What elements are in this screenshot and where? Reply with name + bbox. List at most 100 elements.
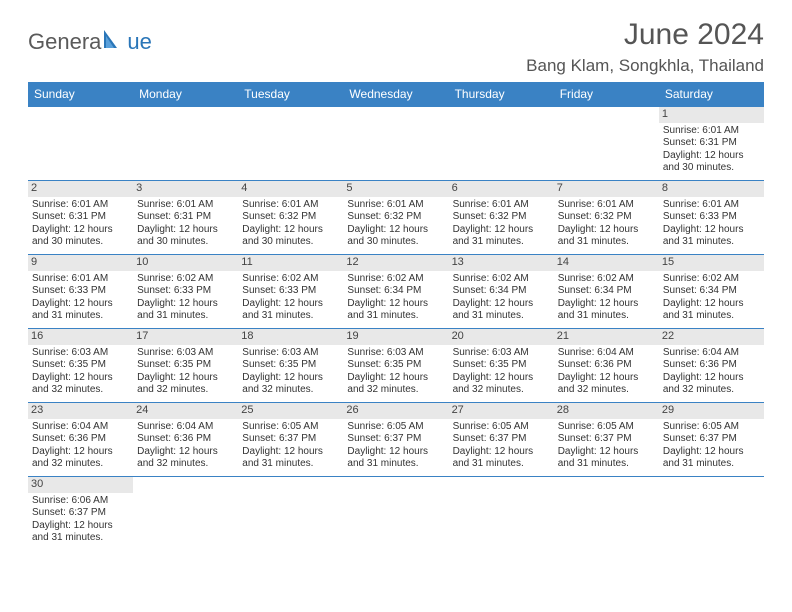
day-cell: 30 Sunrise: 6:06 AMSunset: 6:37 PMDayligh… (28, 477, 133, 551)
day-number: 11 (238, 255, 343, 271)
day-cell: 8 Sunrise: 6:01 AMSunset: 6:33 PMDaylight… (659, 181, 764, 255)
empty-cell (449, 107, 554, 181)
day-details: Sunrise: 6:03 AMSunset: 6:35 PMDaylight:… (137, 347, 234, 397)
logo-text-part1: Genera (28, 29, 101, 55)
calendar-row: 16Sunrise: 6:03 AMSunset: 6:35 PMDayligh… (28, 329, 764, 403)
day-number: 7 (554, 181, 659, 197)
day-cell: 14Sunrise: 6:02 AMSunset: 6:34 PMDayligh… (554, 255, 659, 329)
day-details: Sunrise: 6:04 AMSunset: 6:36 PMDaylight:… (32, 421, 129, 471)
day-details: Sunrise: 6:04 AMSunset: 6:36 PMDaylight:… (558, 347, 655, 397)
day-details: Sunrise: 6:05 AMSunset: 6:37 PMDaylight:… (242, 421, 339, 471)
day-cell: 2Sunrise: 6:01 AMSunset: 6:31 PMDaylight… (28, 181, 133, 255)
weekday-header: Sunday (28, 82, 133, 107)
day-number: 2 (28, 181, 133, 197)
day-number: 29 (659, 403, 764, 419)
day-number: 21 (554, 329, 659, 345)
day-number: 27 (449, 403, 554, 419)
day-number: 15 (659, 255, 764, 271)
day-details: Sunrise: 6:05 AMSunset: 6:37 PMDaylight:… (347, 421, 444, 471)
calendar-page: Genera ue June 2024 Bang Klam, Songkhla,… (0, 0, 792, 551)
weekday-header: Wednesday (343, 82, 448, 107)
day-details: Sunrise: 6:04 AMSunset: 6:36 PMDaylight:… (137, 421, 234, 471)
empty-cell (343, 477, 448, 551)
day-details: Sunrise: 6:01 AMSunset: 6:32 PMDaylight:… (347, 199, 444, 249)
day-cell: 24 Sunrise: 6:04 AMSunset: 6:36 PMDayligh… (133, 403, 238, 477)
weekday-header-row: Sunday Monday Tuesday Wednesday Thursday… (28, 82, 764, 107)
day-details: Sunrise: 6:01 AMSunset: 6:33 PMDaylight:… (32, 273, 129, 323)
empty-cell (343, 107, 448, 181)
day-cell: 7 Sunrise: 6:01 AMSunset: 6:32 PMDaylight… (554, 181, 659, 255)
day-details: Sunrise: 6:05 AMSunset: 6:37 PMDaylight:… (453, 421, 550, 471)
day-number: 22 (659, 329, 764, 345)
day-number: 25 (238, 403, 343, 419)
day-cell: 25 Sunrise: 6:05 AMSunset: 6:37 PMDayligh… (238, 403, 343, 477)
day-cell: 19 Sunrise: 6:03 AMSunset: 6:35 PMDayligh… (343, 329, 448, 403)
calendar-row: 1Sunrise: 6:01 AMSunset: 6:31 PMDaylight… (28, 107, 764, 181)
day-details: Sunrise: 6:01 AMSunset: 6:32 PMDaylight:… (558, 199, 655, 249)
day-details: Sunrise: 6:02 AMSunset: 6:34 PMDaylight:… (558, 273, 655, 323)
day-cell: 6 Sunrise: 6:01 AMSunset: 6:32 PMDaylight… (449, 181, 554, 255)
day-number: 19 (343, 329, 448, 345)
day-cell: 3 Sunrise: 6:01 AMSunset: 6:31 PMDaylight… (133, 181, 238, 255)
day-cell: 5 Sunrise: 6:01 AMSunset: 6:32 PMDaylight… (343, 181, 448, 255)
empty-cell (554, 477, 659, 551)
page-header: Genera ue June 2024 Bang Klam, Songkhla,… (28, 18, 764, 76)
day-details: Sunrise: 6:04 AMSunset: 6:36 PMDaylight:… (663, 347, 760, 397)
day-details: Sunrise: 6:01 AMSunset: 6:32 PMDaylight:… (242, 199, 339, 249)
day-cell: 9Sunrise: 6:01 AMSunset: 6:33 PMDaylight… (28, 255, 133, 329)
day-details: Sunrise: 6:02 AMSunset: 6:34 PMDaylight:… (453, 273, 550, 323)
weekday-header: Thursday (449, 82, 554, 107)
calendar-body: 1Sunrise: 6:01 AMSunset: 6:31 PMDaylight… (28, 107, 764, 551)
day-details: Sunrise: 6:05 AMSunset: 6:37 PMDaylight:… (558, 421, 655, 471)
day-details: Sunrise: 6:02 AMSunset: 6:33 PMDaylight:… (242, 273, 339, 323)
day-cell: 11 Sunrise: 6:02 AMSunset: 6:33 PMDayligh… (238, 255, 343, 329)
weekday-header: Saturday (659, 82, 764, 107)
day-details: Sunrise: 6:01 AMSunset: 6:31 PMDaylight:… (137, 199, 234, 249)
title-block: June 2024 Bang Klam, Songkhla, Thailand (526, 18, 764, 76)
day-cell: 1Sunrise: 6:01 AMSunset: 6:31 PMDaylight… (659, 107, 764, 181)
weekday-header: Friday (554, 82, 659, 107)
calendar-table: Sunday Monday Tuesday Wednesday Thursday… (28, 82, 764, 551)
day-cell: 12Sunrise: 6:02 AMSunset: 6:34 PMDayligh… (343, 255, 448, 329)
day-cell: 26Sunrise: 6:05 AMSunset: 6:37 PMDayligh… (343, 403, 448, 477)
day-details: Sunrise: 6:03 AMSunset: 6:35 PMDaylight:… (453, 347, 550, 397)
empty-cell (133, 107, 238, 181)
day-number: 24 (133, 403, 238, 419)
day-cell: 29 Sunrise: 6:05 AMSunset: 6:37 PMDayligh… (659, 403, 764, 477)
day-cell: 4 Sunrise: 6:01 AMSunset: 6:32 PMDaylight… (238, 181, 343, 255)
day-number: 20 (449, 329, 554, 345)
day-number: 18 (238, 329, 343, 345)
day-number: 5 (343, 181, 448, 197)
logo-sail-icon (103, 28, 125, 55)
calendar-row: 23Sunrise: 6:04 AMSunset: 6:36 PMDayligh… (28, 403, 764, 477)
day-cell: 21 Sunrise: 6:04 AMSunset: 6:36 PMDayligh… (554, 329, 659, 403)
day-cell: 15Sunrise: 6:02 AMSunset: 6:34 PMDayligh… (659, 255, 764, 329)
day-number: 30 (28, 477, 133, 493)
day-cell: 20 Sunrise: 6:03 AMSunset: 6:35 PMDayligh… (449, 329, 554, 403)
day-details: Sunrise: 6:02 AMSunset: 6:33 PMDaylight:… (137, 273, 234, 323)
day-cell: 17 Sunrise: 6:03 AMSunset: 6:35 PMDayligh… (133, 329, 238, 403)
day-details: Sunrise: 6:01 AMSunset: 6:32 PMDaylight:… (453, 199, 550, 249)
empty-cell (449, 477, 554, 551)
day-number: 10 (133, 255, 238, 271)
day-cell: 13Sunrise: 6:02 AMSunset: 6:34 PMDayligh… (449, 255, 554, 329)
day-number: 6 (449, 181, 554, 197)
day-number: 3 (133, 181, 238, 197)
month-title: June 2024 (526, 18, 764, 52)
day-number: 17 (133, 329, 238, 345)
day-cell: 16Sunrise: 6:03 AMSunset: 6:35 PMDayligh… (28, 329, 133, 403)
empty-cell (238, 477, 343, 551)
day-details: Sunrise: 6:03 AMSunset: 6:35 PMDaylight:… (347, 347, 444, 397)
day-number: 4 (238, 181, 343, 197)
day-cell: 18Sunrise: 6:03 AMSunset: 6:35 PMDayligh… (238, 329, 343, 403)
empty-cell (238, 107, 343, 181)
day-number: 8 (659, 181, 764, 197)
day-cell: 10 Sunrise: 6:02 AMSunset: 6:33 PMDayligh… (133, 255, 238, 329)
day-details: Sunrise: 6:06 AMSunset: 6:37 PMDaylight:… (32, 495, 129, 545)
day-number: 23 (28, 403, 133, 419)
logo-text-part2: ue (127, 29, 151, 55)
day-number: 28 (554, 403, 659, 419)
day-details: Sunrise: 6:01 AMSunset: 6:33 PMDaylight:… (663, 199, 760, 249)
day-details: Sunrise: 6:05 AMSunset: 6:37 PMDaylight:… (663, 421, 760, 471)
day-cell: 27 Sunrise: 6:05 AMSunset: 6:37 PMDayligh… (449, 403, 554, 477)
